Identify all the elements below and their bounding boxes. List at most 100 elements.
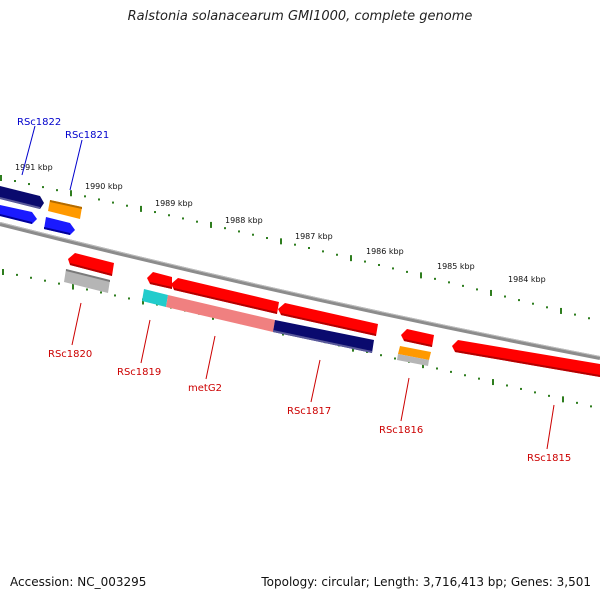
major-tick xyxy=(350,255,352,262)
gene-label-rsc1822[interactable]: RSc1822 xyxy=(17,117,61,128)
minor-tick xyxy=(56,189,58,192)
leader-rsc1815 xyxy=(546,404,555,450)
minor-tick xyxy=(462,284,464,287)
minor-tick xyxy=(84,195,86,198)
minor-tick xyxy=(58,282,60,285)
major-tick xyxy=(72,283,74,290)
gene-rsc1822-outer[interactable] xyxy=(0,186,44,209)
leader-rsc1816 xyxy=(400,377,410,422)
minor-tick xyxy=(546,306,548,309)
kbp-label-1990: 1990 kbp xyxy=(85,182,123,191)
minor-tick xyxy=(42,186,44,189)
kbp-label-1989: 1989 kbp xyxy=(155,199,193,208)
minor-tick xyxy=(406,270,408,273)
tick-row-forward xyxy=(0,175,590,320)
minor-tick xyxy=(100,291,102,294)
gene-rsc1820[interactable] xyxy=(68,253,114,276)
minor-tick xyxy=(532,302,534,305)
minor-tick xyxy=(266,237,268,240)
minor-tick xyxy=(322,250,324,253)
leader-rsc1822 xyxy=(21,125,36,176)
minor-tick xyxy=(506,384,508,387)
minor-tick xyxy=(520,387,522,390)
minor-tick xyxy=(196,220,198,223)
minor-tick xyxy=(112,201,114,204)
major-tick xyxy=(142,298,144,305)
minor-tick xyxy=(28,183,30,186)
minor-tick xyxy=(168,214,170,217)
minor-tick xyxy=(308,247,310,250)
gene-rsc1821-outer[interactable] xyxy=(48,200,82,219)
genome-backbone xyxy=(0,222,600,360)
minor-tick xyxy=(16,273,18,276)
gene-metg2-alt[interactable] xyxy=(166,295,275,332)
gene-label-rsc1817[interactable]: RSc1817 xyxy=(287,406,331,417)
major-tick xyxy=(420,272,422,279)
minor-tick xyxy=(518,299,520,302)
leader-rsc1819 xyxy=(140,319,151,364)
gene-metg2[interactable] xyxy=(171,278,279,314)
minor-tick xyxy=(98,198,100,201)
major-tick xyxy=(492,379,494,386)
major-tick xyxy=(422,362,424,369)
kbp-label-1986: 1986 kbp xyxy=(366,247,404,256)
gene-label-rsc1819[interactable]: RSc1819 xyxy=(117,367,161,378)
leader-metg2 xyxy=(205,335,216,380)
minor-tick xyxy=(394,357,396,360)
genome-stats-text: Topology: circular; Length: 3,716,413 bp… xyxy=(261,575,591,589)
gene-rsc1821[interactable] xyxy=(44,217,75,235)
gene-rsc1815[interactable] xyxy=(452,340,600,377)
gene-rsc1816[interactable] xyxy=(401,329,434,347)
kbp-label-1991: 1991 kbp xyxy=(15,163,53,172)
genome-backbone-highlight xyxy=(0,222,600,357)
minor-tick xyxy=(436,367,438,370)
minor-tick xyxy=(114,294,116,297)
gene-rsc1819-alt[interactable] xyxy=(142,289,168,307)
minor-tick xyxy=(448,281,450,284)
gene-rsc1819[interactable] xyxy=(147,272,172,289)
accession-text: Accession: NC_003295 xyxy=(10,575,147,589)
minor-tick xyxy=(154,211,156,214)
minor-tick xyxy=(534,391,536,394)
minor-tick xyxy=(476,288,478,291)
minor-tick xyxy=(128,297,130,300)
gene-label-metg2[interactable]: metG2 xyxy=(188,383,222,394)
major-tick xyxy=(210,221,212,228)
gene-label-rsc1820[interactable]: RSc1820 xyxy=(48,349,92,360)
minor-tick xyxy=(590,405,592,408)
minor-tick xyxy=(450,370,452,373)
minor-tick xyxy=(364,260,366,263)
leader-rsc1817 xyxy=(310,359,321,403)
kbp-label-1984: 1984 kbp xyxy=(508,275,546,284)
major-tick xyxy=(140,205,142,212)
major-tick xyxy=(0,175,2,181)
minor-tick xyxy=(126,204,128,207)
leader-rsc1821 xyxy=(69,139,83,191)
gene-rsc1822[interactable] xyxy=(0,205,37,224)
gene-label-rsc1816[interactable]: RSc1816 xyxy=(379,425,423,436)
gene-rsc1820-alt[interactable] xyxy=(64,269,110,293)
gene-label-rsc1821[interactable]: RSc1821 xyxy=(65,130,109,141)
minor-tick xyxy=(44,279,46,282)
minor-tick xyxy=(182,217,184,220)
map-title: Ralstonia solanacearum GMI1000, complete… xyxy=(127,9,473,24)
minor-tick xyxy=(464,374,466,377)
minor-tick xyxy=(548,394,550,397)
gene-rsc1816-alt[interactable] xyxy=(397,346,431,366)
minor-tick xyxy=(574,313,576,316)
kbp-label-1985: 1985 kbp xyxy=(437,262,475,271)
minor-tick xyxy=(434,277,436,280)
major-tick xyxy=(70,190,72,197)
leader-rsc1820 xyxy=(71,302,82,346)
minor-tick xyxy=(504,295,506,298)
minor-tick xyxy=(588,317,590,320)
minor-tick xyxy=(224,227,226,230)
minor-tick xyxy=(238,230,240,233)
gene-rsc1817-alt[interactable] xyxy=(273,320,374,353)
major-tick xyxy=(562,396,564,403)
minor-tick xyxy=(30,276,32,279)
kbp-label-1988: 1988 kbp xyxy=(225,216,263,225)
gene-rsc1817[interactable] xyxy=(278,303,378,336)
gene-label-rsc1815[interactable]: RSc1815 xyxy=(527,453,571,464)
